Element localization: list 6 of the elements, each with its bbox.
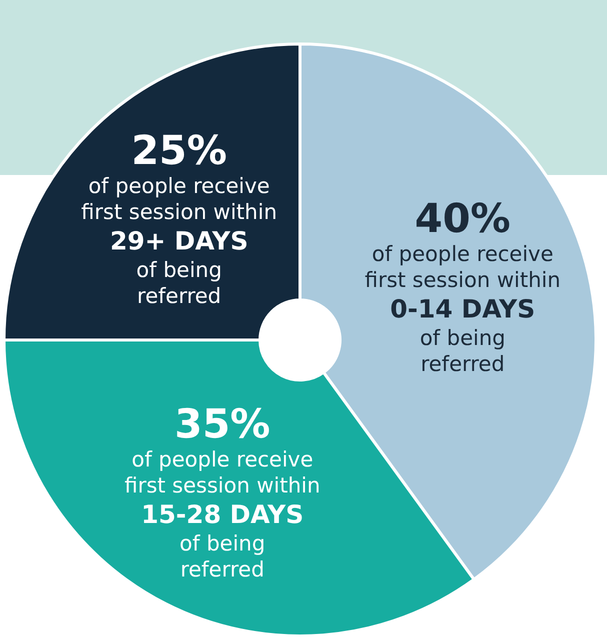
data-label: 35% bbox=[174, 401, 270, 448]
slice-label: of people receive first session within 29+ DAYS of being referred bbox=[81, 174, 277, 308]
slice-label: of people receive first session within 0-14 DAYS of being referred bbox=[364, 242, 561, 376]
data-label: 40% bbox=[414, 196, 511, 242]
slice-label: of people receive first session within 15-28 DAYS of being referred bbox=[124, 447, 320, 582]
data-label: 25% bbox=[131, 128, 227, 174]
